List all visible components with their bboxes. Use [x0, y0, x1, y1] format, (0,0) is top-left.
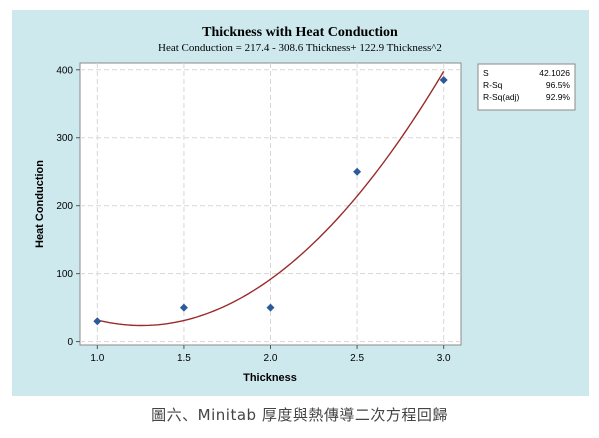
stats-label: S [483, 68, 489, 78]
data-point [439, 75, 448, 84]
y-tick-label: 200 [56, 201, 73, 212]
x-tick-label: 1.5 [177, 353, 191, 364]
figure-caption: 圖六、Minitab 厚度與熱傳導二次方程回歸 [151, 406, 448, 424]
stats-value: 42.1026 [539, 68, 570, 78]
x-tick-label: 3.0 [437, 353, 451, 364]
x-tick-label: 2.0 [264, 353, 278, 364]
chart-subtitle: Heat Conduction = 217.4 - 308.6 Thicknes… [158, 42, 442, 54]
grid [80, 63, 461, 345]
stats-box: S 42.1026 R-Sq 96.5% R-Sq(adj) 92.9% [477, 63, 576, 111]
fit-line [97, 71, 445, 327]
stats-value: 92.9% [546, 92, 571, 102]
data-point [266, 303, 275, 312]
stats-label: R-Sq(adj) [483, 92, 520, 102]
x-tick-label: 2.5 [350, 353, 364, 364]
stats-label: R-Sq [483, 80, 503, 90]
x-tick-label: 1.0 [90, 353, 104, 364]
x-axis-label: Thickness [243, 372, 297, 384]
points-layer [93, 75, 448, 326]
y-axis-label: Heat Conduction [34, 160, 46, 248]
y-tick-label: 100 [56, 269, 73, 280]
y-tick-label: 300 [56, 133, 73, 144]
y-tick-label: 0 [67, 337, 73, 348]
fit-line-layer [97, 71, 445, 327]
data-point [93, 317, 102, 326]
chart-title: Thickness with Heat Conduction [202, 25, 398, 40]
y-tick-label: 400 [56, 65, 73, 76]
stats-value: 96.5% [546, 80, 571, 90]
axes: 1.0 1.5 2.0 2.5 3.0 0 100 200 300 400 [56, 65, 451, 364]
data-point [353, 167, 362, 176]
data-point [179, 303, 188, 312]
